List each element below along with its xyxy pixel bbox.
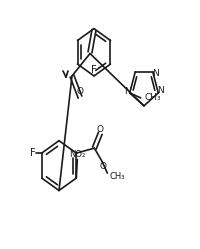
Text: O: O	[97, 125, 104, 134]
Text: CH₃: CH₃	[109, 172, 125, 181]
Text: F: F	[91, 65, 97, 75]
Text: N: N	[124, 87, 131, 96]
Text: O: O	[76, 87, 84, 96]
Text: NO₂: NO₂	[69, 150, 85, 159]
Text: N: N	[157, 86, 164, 95]
Text: CH₃: CH₃	[145, 93, 161, 102]
Text: O: O	[100, 162, 107, 171]
Text: N: N	[152, 69, 159, 78]
Text: F: F	[30, 148, 35, 158]
